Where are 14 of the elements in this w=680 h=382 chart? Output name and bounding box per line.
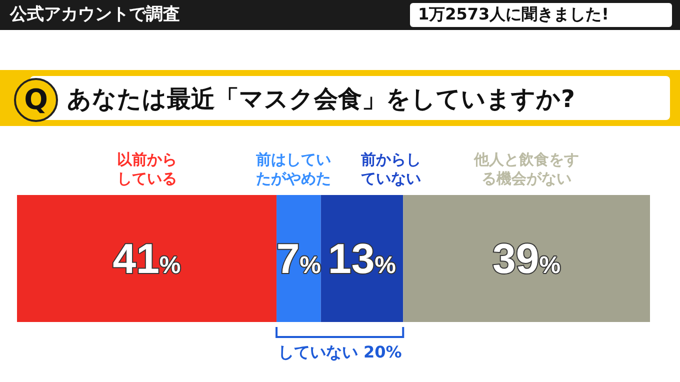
series-label: 前からしていない xyxy=(360,150,421,188)
bar xyxy=(17,195,277,322)
data-label: 39% xyxy=(492,235,561,282)
text: していない 20% xyxy=(278,342,402,362)
bar xyxy=(403,195,650,322)
text: 1万2573人に聞きました! xyxy=(418,4,609,24)
text: 公式アカウントで調査 xyxy=(9,4,180,24)
series-label: 他人と飲食をする機会がない xyxy=(473,150,580,188)
data-label: 13% xyxy=(328,235,396,282)
data-label: 7% xyxy=(276,235,322,282)
chart-title: あなたは最近「マスク会食」をしていますか? xyxy=(67,85,575,113)
series-label: 前はしていたがやめた xyxy=(254,150,331,188)
data-label: 41% xyxy=(112,235,181,282)
series-label: 以前からしている xyxy=(116,150,177,188)
